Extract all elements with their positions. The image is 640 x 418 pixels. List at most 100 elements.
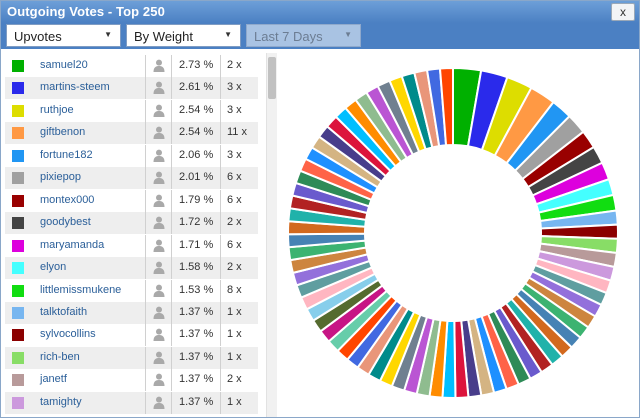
- vote-percentage: 1.37 %: [179, 306, 214, 318]
- list-scrollbar[interactable]: [266, 53, 277, 417]
- column-divider: [220, 55, 221, 77]
- column-divider: [145, 122, 146, 144]
- username-link[interactable]: samuel20: [40, 59, 88, 71]
- vote-type-value: Upvotes: [14, 29, 62, 44]
- username-link[interactable]: pixiepop: [40, 171, 81, 183]
- list-item[interactable]: sylvocollins 1.37 % 1 x: [5, 324, 258, 346]
- user-icon[interactable]: [153, 328, 165, 341]
- column-divider: [220, 324, 221, 346]
- column-divider: [171, 392, 172, 414]
- list-item[interactable]: elyon 1.58 % 2 x: [5, 257, 258, 279]
- list-item[interactable]: samuel20 2.73 % 2 x: [5, 55, 258, 77]
- user-icon[interactable]: [153, 306, 165, 319]
- user-icon[interactable]: [153, 373, 165, 386]
- list-item[interactable]: pixiepop 2.01 % 6 x: [5, 167, 258, 189]
- username-link[interactable]: ruthjoe: [40, 104, 74, 116]
- list-item[interactable]: maryamanda 1.71 % 6 x: [5, 235, 258, 257]
- username-link[interactable]: giftbenon: [40, 126, 86, 138]
- username-link[interactable]: janetf: [40, 373, 67, 385]
- user-icon[interactable]: [153, 284, 165, 297]
- user-icon[interactable]: [153, 149, 165, 162]
- column-divider: [171, 122, 172, 144]
- column-divider: [145, 212, 146, 234]
- user-icon[interactable]: [153, 216, 165, 229]
- list-item[interactable]: fortune182 2.06 % 3 x: [5, 145, 258, 167]
- user-icon[interactable]: [153, 261, 165, 274]
- username-link[interactable]: rich-ben: [40, 351, 80, 363]
- username-link[interactable]: tamighty: [40, 396, 82, 408]
- vote-count: 1 x: [227, 351, 242, 363]
- user-icon[interactable]: [153, 194, 165, 207]
- column-divider: [145, 235, 146, 257]
- column-divider: [220, 100, 221, 122]
- column-divider: [220, 302, 221, 324]
- column-divider: [145, 369, 146, 391]
- user-icon[interactable]: [153, 81, 165, 94]
- column-divider: [171, 167, 172, 189]
- column-divider: [145, 324, 146, 346]
- list-item[interactable]: littlemissmukene 1.53 % 8 x: [5, 280, 258, 302]
- user-icon[interactable]: [153, 239, 165, 252]
- color-swatch: [12, 352, 24, 364]
- username-link[interactable]: talktofaith: [40, 306, 88, 318]
- user-icon[interactable]: [153, 396, 165, 409]
- column-divider: [220, 145, 221, 167]
- list-item[interactable]: tamighty 1.37 % 1 x: [5, 392, 258, 414]
- user-icon[interactable]: [153, 126, 165, 139]
- vote-percentage: 2.06 %: [179, 149, 214, 161]
- username-link[interactable]: littlemissmukene: [40, 284, 122, 296]
- toolbar: Upvotes ▼ By Weight ▼ Last 7 Days ▼: [1, 23, 639, 49]
- column-divider: [220, 347, 221, 369]
- vote-type-select[interactable]: Upvotes ▼: [6, 24, 121, 47]
- user-icon[interactable]: [153, 59, 165, 72]
- username-link[interactable]: montex000: [40, 194, 95, 206]
- username-link[interactable]: elyon: [40, 261, 67, 273]
- column-divider: [171, 190, 172, 212]
- time-range-select[interactable]: Last 7 Days ▼: [246, 24, 361, 47]
- color-swatch: [12, 307, 24, 319]
- vote-count: 1 x: [227, 328, 242, 340]
- vote-count: 8 x: [227, 284, 242, 296]
- vote-count: 3 x: [227, 149, 242, 161]
- column-divider: [171, 100, 172, 122]
- time-range-value: Last 7 Days: [254, 29, 323, 44]
- list-item[interactable]: montex000 1.79 % 6 x: [5, 190, 258, 212]
- scrollbar-thumb[interactable]: [268, 57, 276, 99]
- username-link[interactable]: maryamanda: [40, 239, 105, 251]
- column-divider: [220, 235, 221, 257]
- close-button[interactable]: x: [611, 3, 635, 21]
- list-item[interactable]: ruthjoe 2.54 % 3 x: [5, 100, 258, 122]
- column-divider: [220, 77, 221, 99]
- column-divider: [171, 369, 172, 391]
- color-swatch: [12, 397, 24, 409]
- color-swatch: [12, 105, 24, 117]
- list-item[interactable]: goodybest 1.72 % 2 x: [5, 212, 258, 234]
- username-link[interactable]: martins-steem: [40, 81, 110, 93]
- color-swatch: [12, 285, 24, 297]
- vote-count: 6 x: [227, 194, 242, 206]
- user-icon[interactable]: [153, 104, 165, 117]
- username-link[interactable]: goodybest: [40, 216, 91, 228]
- column-divider: [220, 257, 221, 279]
- list-item[interactable]: talktofaith 1.37 % 1 x: [5, 302, 258, 324]
- username-link[interactable]: fortune182: [40, 149, 93, 161]
- user-icon[interactable]: [153, 351, 165, 364]
- color-swatch: [12, 217, 24, 229]
- vote-count: 3 x: [227, 104, 242, 116]
- slice-other[interactable]: [438, 66, 454, 147]
- list-item[interactable]: martins-steem 2.61 % 3 x: [5, 77, 258, 99]
- sort-select[interactable]: By Weight ▼: [126, 24, 241, 47]
- list-item[interactable]: janetf 1.37 % 2 x: [5, 369, 258, 391]
- list-item[interactable]: rich-ben 1.37 % 1 x: [5, 347, 258, 369]
- column-divider: [145, 100, 146, 122]
- vote-count: 2 x: [227, 373, 242, 385]
- color-swatch: [12, 329, 24, 341]
- user-icon[interactable]: [153, 171, 165, 184]
- vote-count: 2 x: [227, 216, 242, 228]
- username-link[interactable]: sylvocollins: [40, 328, 96, 340]
- list-item[interactable]: giftbenon 2.54 % 11 x: [5, 122, 258, 144]
- color-swatch: [12, 262, 24, 274]
- column-divider: [220, 212, 221, 234]
- vote-percentage: 1.53 %: [179, 284, 214, 296]
- color-swatch: [12, 240, 24, 252]
